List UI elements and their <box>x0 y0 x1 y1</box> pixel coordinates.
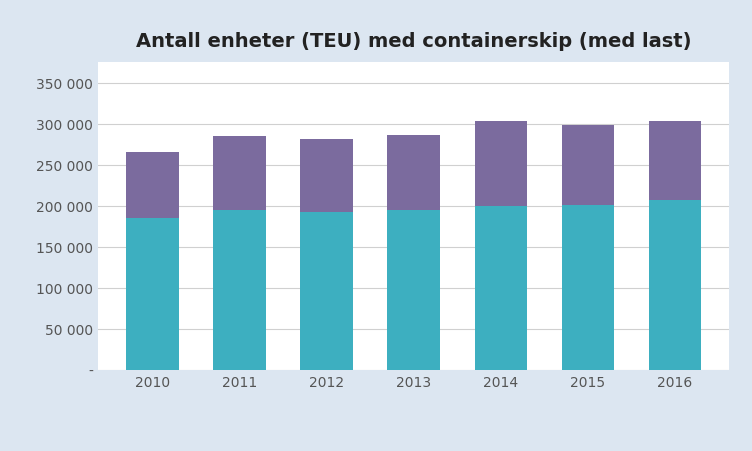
Bar <box>214 210 265 370</box>
Bar <box>562 125 614 206</box>
Bar <box>301 140 353 213</box>
Bar <box>648 122 701 201</box>
Bar <box>387 136 440 210</box>
Bar <box>648 201 701 370</box>
Title: Antall enheter (TEU) med containerskip (med last): Antall enheter (TEU) med containerskip (… <box>136 32 691 51</box>
Bar <box>562 206 614 370</box>
Legend: Indre Oslofjord, Ytre Oslofjord: Indre Oslofjord, Ytre Oslofjord <box>260 445 567 451</box>
Bar <box>214 137 265 210</box>
Bar <box>126 152 179 219</box>
Bar <box>475 122 526 206</box>
Bar <box>387 210 440 370</box>
Bar <box>475 206 526 370</box>
Bar <box>126 219 179 370</box>
Bar <box>301 213 353 370</box>
